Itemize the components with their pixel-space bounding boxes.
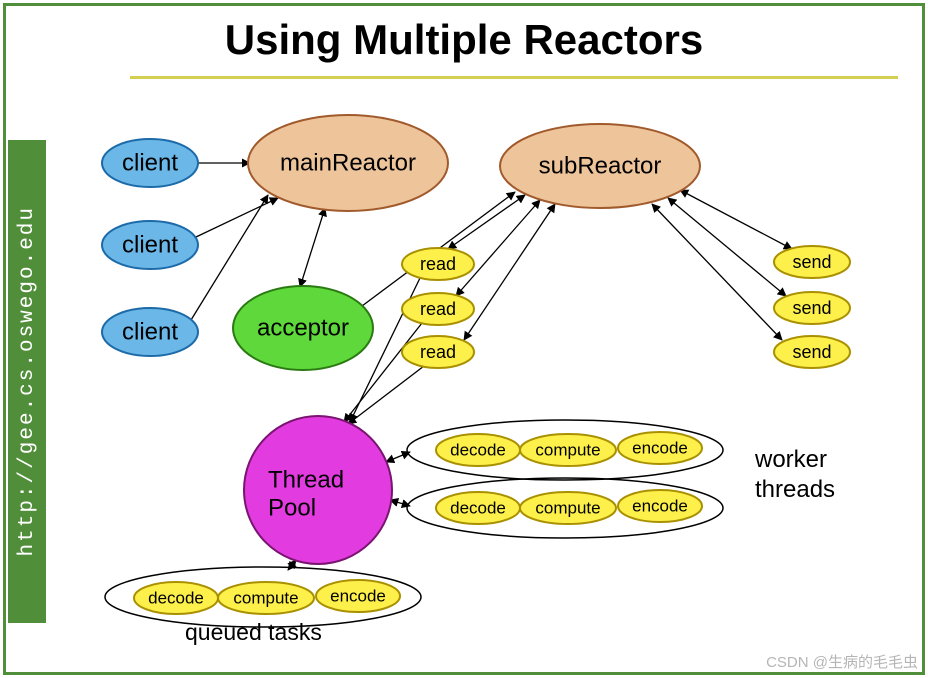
node-label-client2: client	[122, 232, 178, 259]
node-label-w1_compute: compute	[535, 441, 600, 460]
node-label-read3: read	[420, 342, 456, 362]
label-worker_threads1: worker	[754, 446, 827, 473]
node-label-w1_encode: encode	[632, 439, 688, 458]
node-label-mainReactor: mainReactor	[280, 150, 416, 177]
node-label-w2_encode: encode	[632, 497, 688, 516]
node-label-read1: read	[420, 254, 456, 274]
edge-3	[300, 208, 325, 287]
node-label-threadPool-0: Thread	[268, 467, 344, 494]
edge-8	[680, 190, 792, 249]
node-label-send1: send	[792, 252, 831, 272]
label-queued_tasks: queued tasks	[185, 619, 322, 645]
node-label-send2: send	[792, 298, 831, 318]
edge-5	[448, 195, 525, 249]
node-label-acceptor: acceptor	[257, 315, 349, 342]
edge-1	[196, 198, 278, 237]
node-label-w1_decode: decode	[450, 441, 506, 460]
node-label-send3: send	[792, 342, 831, 362]
edge-16	[288, 560, 296, 570]
node-label-subReactor: subReactor	[539, 153, 662, 180]
node-label-read2: read	[420, 299, 456, 319]
node-label-q_encode: encode	[330, 587, 386, 606]
label-worker_threads2: threads	[755, 476, 835, 503]
node-label-client3: client	[122, 319, 178, 346]
diagram-svg: client client client mainReactor subReactor a…	[0, 0, 928, 678]
node-label-q_decode: decode	[148, 589, 204, 608]
edge-9	[668, 198, 786, 296]
edge-13	[348, 366, 424, 424]
edge-14	[386, 452, 410, 462]
node-label-client1: client	[122, 150, 178, 177]
node-label-threadPool-1: Pool	[268, 495, 316, 522]
node-label-q_compute: compute	[233, 589, 298, 608]
edge-10	[652, 204, 782, 340]
node-label-w2_decode: decode	[450, 499, 506, 518]
node-label-w2_compute: compute	[535, 499, 600, 518]
watermark: CSDN @生病的毛毛虫	[766, 651, 918, 672]
